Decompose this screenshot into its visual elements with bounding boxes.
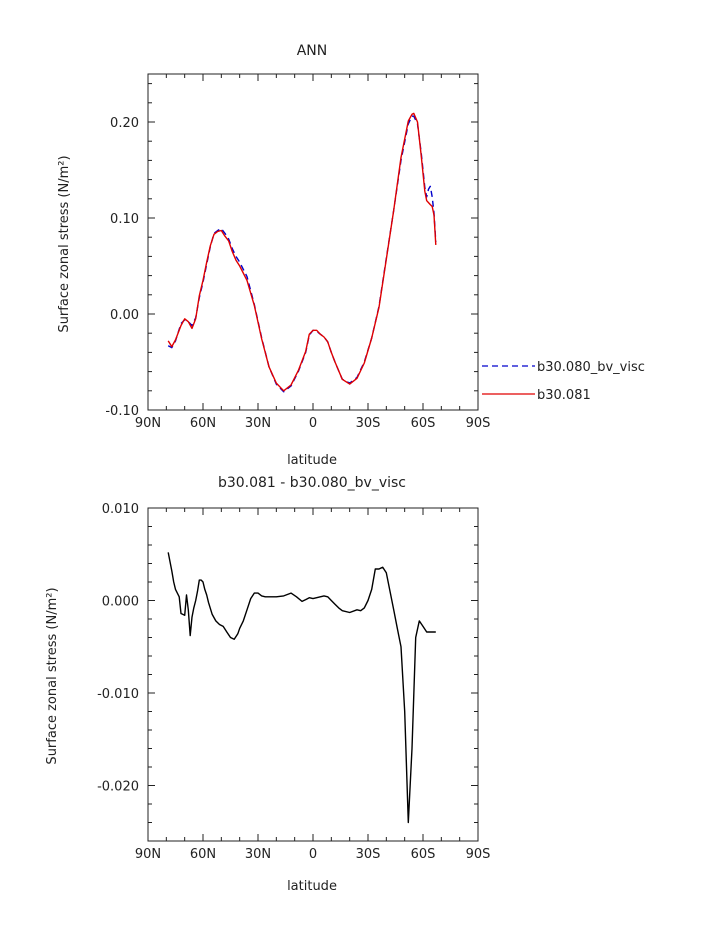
top-chart-x-tick-label: 30S bbox=[356, 416, 381, 431]
difference-chart-series-line-difference bbox=[167, 552, 436, 824]
top-chart-x-tick-label: 60S bbox=[411, 416, 436, 431]
legend-label-b30-080-bv-visc: b30.080_bv_visc bbox=[537, 360, 645, 375]
difference-chart-x-tick-label: 90N bbox=[135, 847, 161, 862]
top-chart-series-line-b30-081 bbox=[167, 112, 437, 392]
top-chart-title: ANN bbox=[297, 43, 328, 59]
difference-chart-y-tick-label: 0.000 bbox=[102, 595, 139, 610]
top-chart: ANN latitude Surface zonal stress (N/m²)… bbox=[57, 43, 645, 468]
top-chart-y-axis-label: Surface zonal stress (N/m²) bbox=[57, 155, 72, 332]
top-chart-legend: b30.080_bv_visc b30.081 bbox=[482, 360, 645, 403]
difference-chart-title: b30.081 - b30.080_bv_visc bbox=[218, 475, 406, 491]
top-chart-x-axis-label: latitude bbox=[287, 453, 337, 468]
difference-chart-y-axis-label: Surface zonal stress (N/m²) bbox=[45, 587, 60, 764]
difference-chart-plot-frame bbox=[147, 507, 479, 842]
difference-chart-y-tick-label: 0.010 bbox=[102, 502, 139, 517]
difference-chart-x-tick-label: 0 bbox=[309, 847, 317, 862]
top-chart-x-tick-label: 90N bbox=[135, 416, 161, 431]
top-chart-x-tick-label: 90S bbox=[466, 416, 491, 431]
difference-chart-x-tick-label: 90S bbox=[466, 847, 491, 862]
top-chart-y-tick-label: 0.00 bbox=[110, 308, 139, 323]
difference-chart-x-tick-label: 30N bbox=[245, 847, 271, 862]
difference-chart-y-tick-label: -0.010 bbox=[97, 687, 139, 702]
top-chart-y-tick-label: 0.10 bbox=[110, 212, 139, 227]
difference-chart-x-tick-label: 30S bbox=[356, 847, 381, 862]
top-chart-y-tick-label: -0.10 bbox=[105, 404, 139, 419]
difference-chart-y-tick-label: -0.020 bbox=[97, 780, 139, 795]
difference-chart-x-axis-label: latitude bbox=[287, 879, 337, 894]
top-chart-y-tick-label: 0.20 bbox=[110, 116, 139, 131]
legend-label-b30-081: b30.081 bbox=[537, 388, 591, 403]
difference-chart-x-tick-label: 60N bbox=[190, 847, 216, 862]
difference-chart: b30.081 - b30.080_bv_visc latitude Surfa… bbox=[45, 475, 490, 894]
top-chart-x-tick-label: 30N bbox=[245, 416, 271, 431]
top-chart-plot-frame bbox=[147, 73, 479, 411]
difference-chart-x-tick-label: 60S bbox=[411, 847, 436, 862]
top-chart-x-tick-label: 0 bbox=[309, 416, 317, 431]
top-chart-x-tick-label: 60N bbox=[190, 416, 216, 431]
